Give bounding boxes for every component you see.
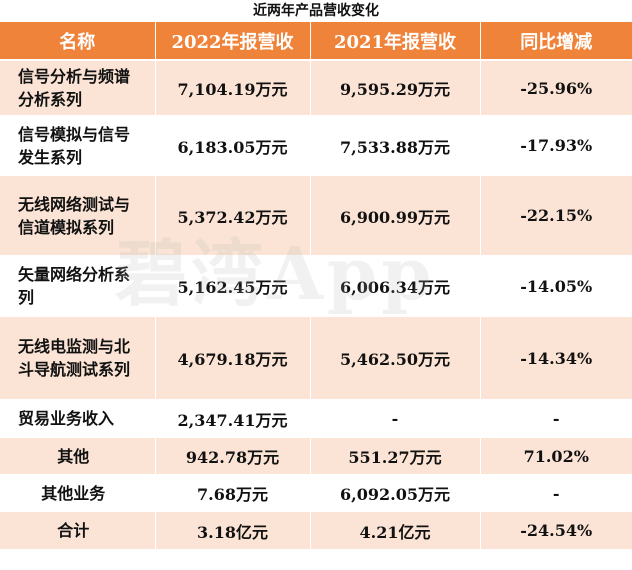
row-name-cell: 其他业务 (0, 474, 156, 511)
row-2021-cell: 551.27万元 (310, 436, 481, 475)
row-2022-cell: 2,347.41万元 (155, 399, 311, 437)
table-row: 合计 3.18亿元 4.21亿元 -24.54% (0, 510, 632, 549)
row-name-cell: 矢量网络分析系列 (0, 255, 156, 316)
row-2022-cell: 4,679.18万元 (155, 315, 311, 400)
row-2022-cell: 7,104.19万元 (155, 59, 311, 116)
table-row: 信号分析与频谱分析系列 7,104.19万元 9,595.29万元 -25.96% (0, 59, 632, 116)
row-2021-cell: 9,595.29万元 (310, 59, 481, 116)
row-2021-cell: 7,533.88万元 (310, 115, 481, 175)
row-change-cell: 71.02% (480, 436, 632, 475)
row-name-cell: 信号模拟与信号发生系列 (0, 115, 156, 175)
row-2022-cell: 5,162.45万元 (155, 255, 311, 316)
table-row: 矢量网络分析系列 5,162.45万元 6,006.34万元 -14.05% (0, 255, 632, 316)
row-name-cell: 其他 (0, 436, 156, 475)
row-change-cell: - (480, 474, 632, 511)
row-change-cell: -17.93% (480, 115, 632, 175)
row-name-cell: 无线网络测试与信道模拟系列 (0, 174, 156, 256)
header-2022: 2022年报营收 (155, 22, 311, 60)
row-name-cell: 信号分析与频谱分析系列 (0, 59, 156, 116)
table-row: 无线电监测与北斗导航测试系列 4,679.18万元 5,462.50万元 -14.34… (0, 315, 632, 400)
row-2022-cell: 6,183.05万元 (155, 115, 311, 175)
row-2021-cell: 4.21亿元 (310, 510, 481, 549)
table-row: 信号模拟与信号发生系列 6,183.05万元 7,533.88万元 -17.93% (0, 115, 632, 175)
row-2022-cell: 7.68万元 (155, 474, 311, 511)
row-change-cell: -14.05% (480, 255, 632, 316)
row-change-cell: -25.96% (480, 59, 632, 116)
row-name-cell: 合计 (0, 510, 156, 549)
row-change-cell: -14.34% (480, 315, 632, 400)
table-row: 无线网络测试与信道模拟系列 5,372.42万元 6,900.99万元 -22.15% (0, 174, 632, 256)
header-change: 同比增减 (520, 31, 593, 53)
table-body: 信号分析与频谱分析系列 7,104.19万元 9,595.29万元 -25.96% 信号… (0, 59, 632, 549)
header-2021: 2021年报营收 (310, 22, 481, 60)
row-2021-cell: 6,092.05万元 (310, 474, 481, 511)
row-2021-cell: 6,900.99万元 (310, 174, 481, 256)
table-row: 其他业务 7.68万元 6,092.05万元 - (0, 474, 632, 511)
row-2021-cell: 6,006.34万元 (310, 255, 481, 316)
row-2022-cell: 3.18亿元 (155, 510, 311, 549)
row-2022-cell: 942.78万元 (155, 436, 311, 475)
table-row: 其他 942.78万元 551.27万元 71.02% (0, 436, 632, 475)
row-change-cell: - (480, 399, 632, 437)
table-row: 贸易业务收入 2,347.41万元 - - (0, 399, 632, 437)
header-name: 名称 (0, 22, 156, 60)
header-row: 名称 2022年报营收 2021年报营收 同比增减 (0, 22, 632, 60)
table-title: 近两年产品营收变化 (253, 3, 379, 19)
row-2021-cell: - (310, 399, 481, 437)
revenue-table: 名称 2022年报营收 2021年报营收 同比增减 信号分析与频谱分析系列 7,1… (0, 22, 632, 549)
row-change-cell: -22.15% (480, 174, 632, 256)
row-2022-cell: 5,372.42万元 (155, 174, 311, 256)
row-2021-cell: 5,462.50万元 (310, 315, 481, 400)
row-name-cell: 贸易业务收入 (0, 399, 156, 437)
row-change-cell: -24.54% (480, 510, 632, 549)
row-name-cell: 无线电监测与北斗导航测试系列 (0, 315, 156, 400)
